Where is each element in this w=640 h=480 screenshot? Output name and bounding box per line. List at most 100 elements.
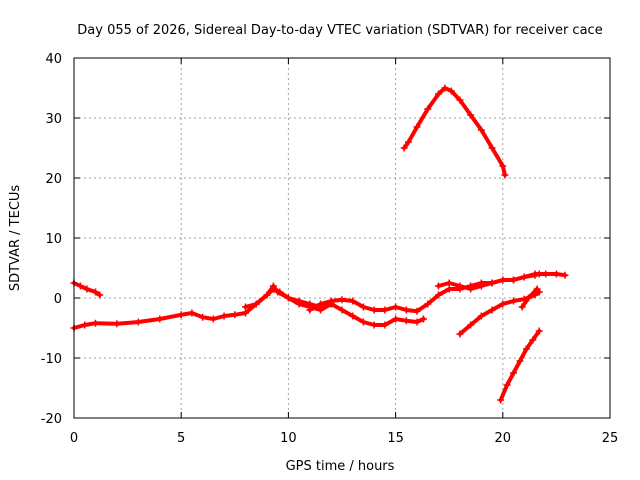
- data-point: [338, 296, 346, 304]
- data-point: [381, 306, 389, 314]
- data-point: [456, 96, 464, 104]
- data-point: [381, 321, 389, 329]
- x-tick-label: 10: [280, 431, 297, 446]
- data-point: [83, 285, 91, 293]
- data-point: [561, 271, 569, 279]
- data-point: [445, 285, 453, 293]
- data-point: [542, 270, 550, 278]
- data-point: [510, 297, 518, 305]
- series-arc-a: [70, 279, 104, 299]
- y-tick-label: 20: [45, 172, 62, 187]
- y-tick-label: 10: [45, 232, 62, 247]
- data-point: [413, 307, 421, 315]
- data-point: [113, 320, 121, 328]
- data-series: [70, 84, 569, 404]
- data-point: [518, 303, 526, 311]
- data-point: [510, 369, 518, 377]
- data-point: [370, 306, 378, 314]
- data-point: [370, 321, 378, 329]
- data-point: [242, 303, 250, 311]
- data-point: [306, 306, 314, 314]
- data-point: [263, 291, 271, 299]
- data-point: [488, 144, 496, 152]
- data-point: [220, 312, 228, 320]
- series-arc-e: [434, 270, 543, 293]
- data-point: [188, 309, 196, 317]
- data-point: [445, 279, 453, 287]
- data-point: [402, 317, 410, 325]
- data-point: [295, 297, 303, 305]
- data-point: [499, 276, 507, 284]
- data-point: [499, 162, 507, 170]
- y-axis-label: SDTVAR / TECUs: [8, 185, 23, 292]
- data-point: [349, 297, 357, 305]
- data-point: [424, 300, 432, 308]
- data-point: [516, 357, 524, 365]
- data-point: [467, 285, 475, 293]
- y-tick-label: -10: [41, 352, 62, 367]
- data-point: [327, 297, 335, 305]
- data-point: [276, 288, 284, 296]
- series-arc-g: [518, 285, 541, 311]
- data-point: [499, 300, 507, 308]
- data-point: [533, 285, 541, 293]
- data-point: [404, 138, 412, 146]
- data-point: [456, 330, 464, 338]
- data-point: [488, 306, 496, 314]
- data-point: [525, 294, 533, 302]
- data-point: [91, 319, 99, 327]
- data-point: [359, 303, 367, 311]
- x-tick-label: 5: [177, 431, 185, 446]
- data-point: [306, 300, 314, 308]
- x-tick-label: 25: [602, 431, 619, 446]
- data-point: [522, 345, 530, 353]
- data-point: [419, 315, 427, 323]
- y-tick-label: 30: [45, 112, 62, 127]
- data-point: [434, 90, 442, 98]
- data-point: [252, 300, 260, 308]
- data-point: [520, 273, 528, 281]
- data-point: [402, 306, 410, 314]
- data-point: [91, 288, 99, 296]
- data-point: [503, 381, 511, 389]
- chart-title: Day 055 of 2026, Sidereal Day-to-day VTE…: [77, 23, 602, 38]
- data-point: [477, 126, 485, 134]
- x-tick-label: 20: [495, 431, 512, 446]
- data-point: [477, 282, 485, 290]
- data-point: [177, 311, 185, 319]
- data-point: [497, 396, 505, 404]
- y-tick-label: 40: [45, 52, 62, 67]
- data-point: [552, 270, 560, 278]
- data-point: [413, 318, 421, 326]
- data-point: [529, 336, 537, 344]
- data-point: [501, 171, 509, 179]
- data-point: [96, 291, 104, 299]
- data-point: [441, 84, 449, 92]
- x-tick-label: 0: [70, 431, 78, 446]
- series-line: [307, 272, 567, 314]
- data-point: [477, 312, 485, 320]
- y-tick-label: -20: [41, 412, 62, 427]
- y-tick-label: 0: [54, 292, 62, 307]
- data-point: [81, 321, 89, 329]
- data-point: [338, 306, 346, 314]
- data-point: [424, 105, 432, 113]
- series-arc-i: [400, 84, 509, 179]
- data-point: [456, 282, 464, 290]
- data-point: [400, 144, 408, 152]
- x-axis-label: GPS time / hours: [286, 459, 395, 474]
- data-point: [359, 318, 367, 326]
- data-point: [510, 276, 518, 284]
- data-point: [392, 303, 400, 311]
- data-point: [269, 285, 277, 293]
- x-tick-label: 15: [387, 431, 404, 446]
- data-point: [317, 300, 325, 308]
- data-point: [535, 270, 543, 278]
- data-point: [284, 294, 292, 302]
- data-point: [467, 321, 475, 329]
- data-point: [134, 318, 142, 326]
- series-arc-h: [497, 327, 543, 404]
- data-point: [231, 311, 239, 319]
- grid: [74, 58, 610, 418]
